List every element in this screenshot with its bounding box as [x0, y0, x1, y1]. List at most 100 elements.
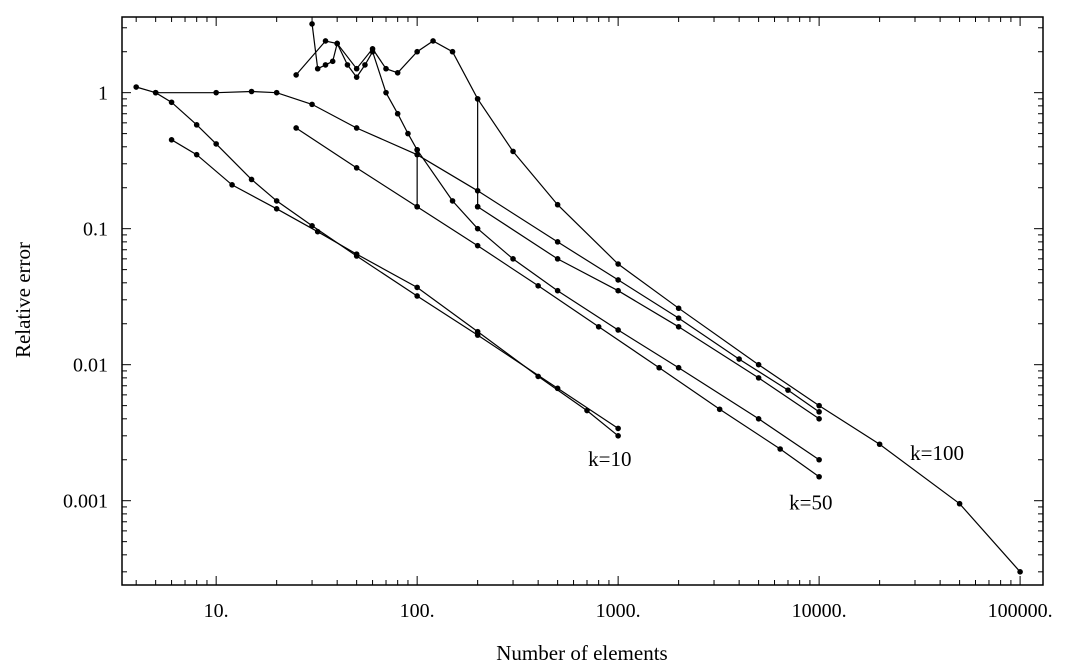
series-3	[152, 88, 822, 415]
data-point	[554, 385, 561, 392]
series-layer	[133, 21, 1023, 575]
data-point	[755, 361, 762, 368]
data-point	[554, 239, 561, 245]
data-point	[353, 165, 360, 171]
data-point	[816, 456, 822, 463]
data-point	[615, 277, 621, 283]
data-point	[353, 74, 360, 80]
x-tick-label: 100.	[400, 600, 435, 622]
data-point	[816, 473, 822, 480]
data-point	[615, 327, 621, 333]
data-point	[344, 62, 351, 68]
series-4	[293, 125, 822, 480]
y-tick-label: 0.1	[83, 219, 108, 241]
data-point	[353, 65, 360, 72]
data-point	[656, 364, 662, 371]
series-label: k=100	[910, 441, 964, 465]
data-point	[309, 101, 315, 108]
data-point	[322, 38, 329, 44]
data-point	[414, 284, 420, 291]
series-labels: k=10 k=50 k=100	[588, 441, 964, 515]
data-point	[449, 48, 456, 55]
data-point	[876, 441, 883, 448]
data-point	[322, 62, 329, 68]
x-tick-label: 10.	[204, 600, 229, 622]
data-point	[554, 201, 561, 208]
data-point	[615, 261, 621, 267]
plot-frame	[121, 16, 1044, 586]
data-point	[755, 416, 762, 422]
series-2	[133, 84, 621, 432]
data-point	[615, 433, 621, 439]
x-tick-label: 100000.	[988, 600, 1053, 622]
data-point	[248, 176, 255, 183]
data-point	[615, 287, 621, 294]
data-point	[133, 84, 139, 90]
data-point	[193, 122, 200, 128]
data-point	[510, 148, 516, 155]
y-tick-label: 1	[98, 83, 108, 105]
data-point	[309, 21, 315, 27]
data-point	[474, 203, 481, 210]
data-point	[736, 356, 742, 362]
data-point	[554, 287, 561, 294]
data-point	[273, 89, 280, 96]
data-point	[273, 206, 280, 212]
series-line	[311, 23, 820, 461]
data-point	[383, 65, 389, 72]
data-point	[716, 406, 723, 413]
data-point	[816, 416, 822, 422]
data-point	[414, 48, 420, 55]
data-point	[474, 332, 481, 338]
data-point	[785, 387, 791, 393]
data-point	[329, 58, 336, 65]
axis-ticks: 10. 100. 1000. 10000. 100000. 1 0.1 0.01 0.001	[63, 17, 1053, 622]
series-line	[295, 40, 1021, 573]
data-point	[414, 147, 420, 153]
data-point	[248, 88, 255, 95]
series-label: k=50	[789, 491, 832, 515]
data-point	[394, 110, 401, 117]
data-point	[816, 409, 822, 415]
y-tick-label: 0.01	[73, 355, 108, 377]
data-point	[229, 182, 235, 188]
data-point	[595, 323, 602, 330]
series-line	[477, 206, 820, 420]
x-tick-label: 10000.	[792, 600, 847, 622]
series-8	[474, 203, 822, 422]
data-point	[353, 125, 360, 131]
data-point	[152, 89, 159, 96]
y-tick-label: 0.001	[63, 491, 108, 513]
data-point	[213, 89, 219, 96]
data-point	[414, 203, 420, 210]
data-point	[535, 283, 541, 289]
data-point	[213, 141, 219, 147]
data-point	[394, 69, 401, 76]
data-point	[273, 198, 280, 204]
series-6	[293, 38, 1023, 575]
data-point	[168, 137, 175, 143]
data-point	[816, 402, 822, 409]
data-point	[956, 500, 963, 507]
data-point	[675, 364, 682, 371]
data-point	[430, 38, 436, 44]
data-point	[334, 40, 340, 47]
y-axis-label: Relative error	[11, 242, 35, 358]
data-point	[414, 293, 420, 299]
data-point	[168, 99, 175, 106]
data-point	[314, 65, 321, 72]
data-point	[362, 62, 368, 68]
series-line	[295, 127, 820, 478]
series-line	[171, 139, 619, 437]
data-point	[293, 125, 299, 131]
x-tick-label: 1000.	[596, 600, 641, 622]
data-point	[777, 446, 783, 452]
series-label: k=10	[588, 447, 631, 471]
data-point	[675, 323, 682, 330]
data-point	[193, 151, 200, 158]
data-point	[675, 305, 682, 312]
data-point	[293, 72, 299, 78]
data-point	[369, 46, 376, 52]
data-point	[615, 425, 621, 432]
